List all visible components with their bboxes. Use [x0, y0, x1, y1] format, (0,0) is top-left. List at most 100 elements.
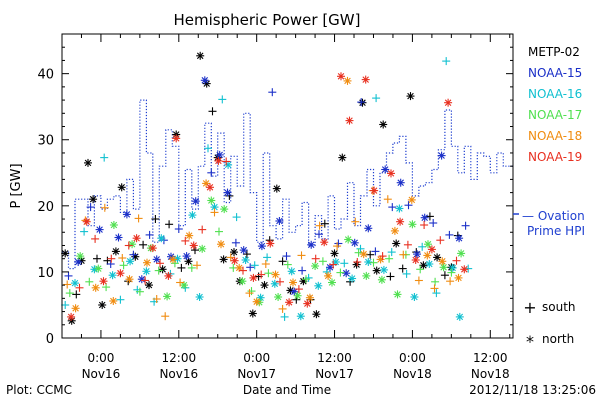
- point-noaa-16-35: [348, 274, 357, 283]
- point-metp-02-5: [89, 195, 98, 204]
- point-noaa-18-44: [438, 257, 447, 266]
- point-noaa-15-39: [388, 203, 397, 212]
- point-noaa-15-28: [298, 266, 307, 275]
- point-noaa-17-0: [65, 289, 74, 298]
- x-tick-date-0: Nov16: [82, 367, 121, 381]
- point-noaa-18-23: [261, 260, 270, 268]
- south-marker-label: south: [542, 300, 576, 314]
- point-noaa-17-17: [215, 227, 223, 236]
- point-metp-02-27: [225, 191, 234, 200]
- point-noaa-16-49: [455, 312, 464, 321]
- x-tick-date-4: Nov18: [393, 367, 432, 381]
- point-noaa-16-25: [263, 253, 272, 262]
- point-metp-02-33: [260, 281, 269, 290]
- point-noaa-17-13: [180, 281, 188, 290]
- legend: METP-02 NOAA-15 NOAA-16 NOAA-17 NOAA-18 NOAA-…: [528, 45, 582, 164]
- point-noaa-15-25: [275, 217, 284, 225]
- point-noaa-16-13: [173, 254, 182, 263]
- point-noaa-15-42: [413, 250, 421, 259]
- point-noaa-17-21: [247, 287, 256, 296]
- point-metp-02-0: [61, 249, 70, 258]
- point-noaa-15-29: [307, 240, 316, 249]
- point-noaa-19-32: [337, 72, 345, 81]
- point-noaa-19-40: [403, 240, 412, 249]
- point-noaa-18-24: [271, 270, 280, 279]
- legend-item-noaa-16: NOAA-16: [528, 87, 582, 101]
- x-tick-time-3: 12:00: [317, 351, 352, 365]
- point-noaa-15-7: [129, 250, 138, 259]
- point-noaa-19-3: [91, 234, 100, 243]
- point-noaa-17-33: [354, 248, 363, 257]
- point-noaa-16-17: [204, 144, 212, 153]
- point-metp-02-52: [392, 239, 401, 248]
- point-noaa-15-45: [437, 151, 446, 160]
- point-noaa-19-25: [276, 277, 284, 286]
- y-tick-label-4: 40: [37, 68, 54, 83]
- point-noaa-19-20: [230, 256, 239, 265]
- point-noaa-16-39: [379, 265, 388, 274]
- point-metp-02-36: [278, 257, 287, 266]
- point-noaa-19-29: [311, 254, 320, 263]
- point-noaa-15-34: [350, 238, 359, 247]
- point-metp-02-15: [151, 215, 160, 223]
- point-noaa-17-23: [264, 269, 273, 278]
- point-noaa-17-36: [377, 275, 386, 284]
- y-tick-label-0: 0: [46, 332, 54, 347]
- point-noaa-16-19: [218, 95, 227, 104]
- point-noaa-19-13: [172, 134, 181, 143]
- point-noaa-15-46: [445, 230, 454, 239]
- point-noaa-15-0: [64, 271, 73, 280]
- point-noaa-19-46: [452, 256, 461, 265]
- point-noaa-19-8: [132, 234, 141, 243]
- point-noaa-18-10: [152, 295, 161, 303]
- point-noaa-18-22: [252, 297, 261, 306]
- south-marker-symbol: +: [523, 298, 536, 317]
- point-noaa-15-38: [381, 165, 390, 174]
- point-metp-02-51: [386, 272, 395, 281]
- point-noaa-16-29: [296, 312, 305, 321]
- point-noaa-15-33: [342, 269, 351, 278]
- point-metp-02-44: [338, 153, 347, 162]
- point-noaa-18-15: [193, 261, 201, 270]
- point-metp-02-35: [272, 184, 281, 193]
- point-noaa-17-45: [447, 268, 456, 277]
- y-axis: 0 10 20 30 40: [37, 46, 513, 347]
- point-noaa-16-11: [157, 234, 166, 243]
- point-noaa-18-14: [185, 231, 194, 240]
- point-metp-02-14: [145, 281, 153, 290]
- point-noaa-19-33: [345, 116, 354, 125]
- point-metp-02-58: [433, 253, 442, 262]
- point-noaa-17-29: [318, 257, 327, 266]
- point-noaa-15-21: [239, 246, 248, 255]
- point-noaa-19-6: [116, 269, 125, 278]
- point-noaa-16-20: [224, 160, 233, 169]
- point-noaa-17-18: [220, 205, 229, 214]
- point-noaa-17-38: [393, 290, 402, 299]
- x-tick-time-1: 12:00: [162, 351, 197, 365]
- x-axis: 0:00 Nov16 12:00 Nov16 0:00 Nov17 12:00 Nov17 0:…: [61, 34, 511, 381]
- point-noaa-17-1: [76, 252, 85, 261]
- point-metp-02-47: [358, 98, 367, 107]
- point-noaa-19-4: [99, 277, 108, 286]
- point-metp-02-10: [117, 183, 126, 192]
- point-noaa-19-21: [239, 266, 247, 275]
- x-tick-date-1: Nov16: [159, 367, 198, 381]
- marker-legend-north: * north: [526, 332, 574, 351]
- point-noaa-19-31: [329, 260, 338, 269]
- ovation-legend-line1: — Ovation: [522, 209, 585, 223]
- point-noaa-17-2: [85, 277, 94, 286]
- point-metp-02-24: [208, 107, 217, 116]
- point-noaa-19-36: [370, 186, 379, 195]
- point-noaa-19-1: [75, 283, 84, 292]
- point-metp-02-9: [111, 247, 120, 256]
- point-metp-02-2: [72, 290, 81, 299]
- marker-legend-south: + south: [523, 298, 575, 317]
- point-noaa-17-24: [274, 293, 283, 301]
- x-tick-time-4: 0:00: [399, 351, 426, 365]
- point-noaa-17-10: [154, 266, 163, 275]
- point-noaa-15-16: [200, 76, 209, 85]
- point-noaa-16-4: [100, 153, 109, 162]
- point-noaa-18-31: [333, 242, 342, 251]
- point-noaa-18-40: [407, 195, 416, 204]
- y-axis-label: P [GW]: [9, 163, 24, 208]
